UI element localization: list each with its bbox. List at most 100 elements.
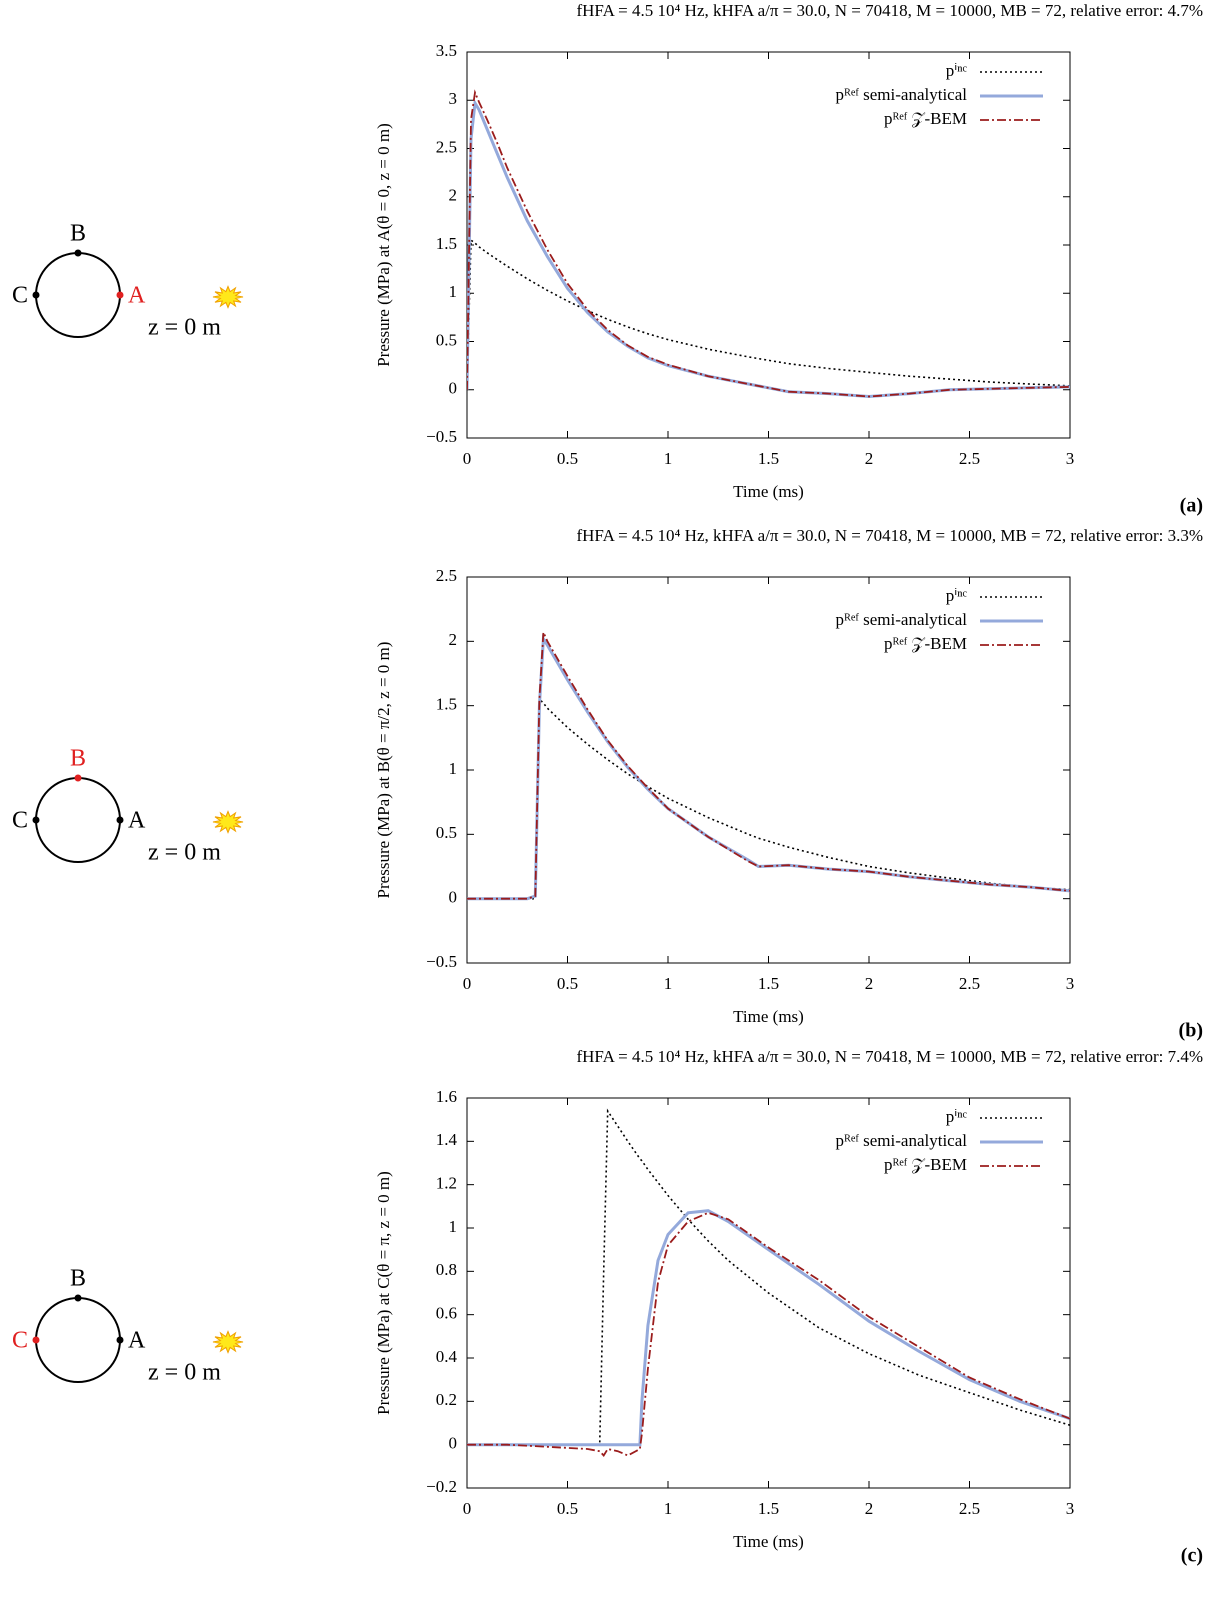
y-tick-label: 0.8 [436, 1260, 457, 1279]
x-axis-label: Time (ms) [733, 482, 804, 501]
y-tick-label: 3.5 [436, 41, 457, 60]
y-tick-label: 0 [449, 379, 458, 398]
probe-point [116, 291, 124, 299]
x-tick-label: 2 [865, 1499, 874, 1518]
x-tick-label: 2 [865, 974, 874, 993]
probe-label: B [70, 221, 86, 247]
probe-point [116, 816, 124, 824]
source-star [212, 810, 244, 834]
legend-label: pᴿᵉᶠ 𝒵-BEM [884, 634, 967, 653]
series-line [467, 697, 1070, 900]
y-tick-label: 1.4 [436, 1130, 458, 1149]
probe-point [74, 774, 82, 782]
y-tick-label: 1 [449, 1217, 458, 1236]
y-tick-label: 0.6 [436, 1304, 457, 1323]
legend-label: pᴿᵉᶠ semi-analytical [836, 85, 968, 104]
y-tick-label: 0.5 [436, 823, 457, 842]
x-tick-label: 0 [463, 1499, 472, 1518]
x-tick-label: 2.5 [959, 974, 980, 993]
probe-point [74, 1294, 82, 1302]
cylinder [35, 1297, 121, 1383]
cylinder [35, 777, 121, 863]
series-line [467, 98, 1070, 399]
series-line [467, 89, 1070, 398]
y-tick-label: 1.6 [436, 1087, 457, 1106]
y-tick-label: 3 [449, 89, 458, 108]
probe-point [32, 1336, 40, 1344]
x-axis-label: Time (ms) [733, 1007, 804, 1026]
legend-label: pᴿᵉᶠ semi-analytical [836, 1131, 968, 1150]
panel-label: (c) [1181, 1545, 1203, 1567]
x-tick-label: 0 [463, 974, 472, 993]
legend-label: pⁱⁿᶜ [946, 586, 968, 605]
y-tick-label: 1 [449, 282, 458, 301]
source-star [212, 1330, 244, 1354]
series-line [467, 1211, 1070, 1457]
probe-point [74, 249, 82, 257]
x-tick-label: 2 [865, 449, 874, 468]
y-tick-label: 0.5 [436, 330, 457, 349]
y-axis-label: Pressure (MPa) at A(θ = 0, z = 0 m) [374, 123, 393, 367]
y-tick-label: 1.2 [436, 1174, 457, 1193]
probe-label: B [70, 746, 86, 772]
probe-label: A [128, 1328, 146, 1354]
series-line [467, 238, 1070, 390]
x-tick-label: 0.5 [557, 974, 578, 993]
x-tick-label: 1.5 [758, 1499, 779, 1518]
y-tick-label: −0.5 [426, 952, 457, 971]
depth-label: z = 0 m [148, 315, 221, 341]
probe-point [32, 816, 40, 824]
panel-label: (a) [1180, 495, 1203, 517]
y-tick-label: 0 [449, 1434, 458, 1453]
series-line [467, 631, 1070, 900]
legend-label: pᴿᵉᶠ semi-analytical [836, 610, 968, 629]
y-tick-label: 1.5 [436, 695, 457, 714]
x-tick-label: 0.5 [557, 1499, 578, 1518]
probe-label: B [70, 1266, 86, 1292]
series-line [467, 1209, 1070, 1447]
x-tick-label: 2.5 [959, 449, 980, 468]
x-tick-label: 0.5 [557, 449, 578, 468]
x-tick-label: 1.5 [758, 449, 779, 468]
source-star [212, 285, 244, 309]
probe-label: C [12, 283, 28, 309]
y-tick-label: 0 [449, 888, 458, 907]
y-tick-label: 1.5 [436, 234, 457, 253]
x-tick-label: 3 [1066, 974, 1075, 993]
x-tick-label: 0 [463, 449, 472, 468]
x-tick-label: 1 [664, 449, 673, 468]
probe-point [116, 1336, 124, 1344]
panel-label: (b) [1179, 1020, 1203, 1042]
y-tick-label: 2.5 [436, 566, 457, 585]
plot-frame [466, 51, 1071, 439]
chart-title: fHFA = 4.5 10⁴ Hz, kHFA a/π = 30.0, N = … [576, 1, 1203, 20]
series-line [467, 634, 1070, 901]
legend-label: pⁱⁿᶜ [946, 61, 968, 80]
y-axis-label: Pressure (MPa) at C(θ = π, z = 0 m) [374, 1171, 393, 1415]
y-tick-label: 2.5 [436, 137, 457, 156]
legend-label: pⁱⁿᶜ [946, 1107, 968, 1126]
y-tick-label: 0.2 [436, 1390, 457, 1409]
x-tick-label: 1 [664, 974, 673, 993]
depth-label: z = 0 m [148, 1360, 221, 1386]
y-axis-label: Pressure (MPa) at B(θ = π/2, z = 0 m) [374, 642, 393, 899]
cylinder [35, 252, 121, 338]
x-axis-label: Time (ms) [733, 1532, 804, 1551]
x-tick-label: 1 [664, 1499, 673, 1518]
legend-label: pᴿᵉᶠ 𝒵-BEM [884, 109, 967, 128]
y-tick-label: −0.5 [426, 427, 457, 446]
depth-label: z = 0 m [148, 840, 221, 866]
x-tick-label: 3 [1066, 449, 1075, 468]
legend-label: pᴿᵉᶠ 𝒵-BEM [884, 1155, 967, 1174]
x-tick-label: 1.5 [758, 974, 779, 993]
y-tick-label: 2 [449, 630, 458, 649]
series-line [467, 1108, 1070, 1446]
y-tick-label: 0.4 [436, 1347, 458, 1366]
y-tick-label: 1 [449, 759, 458, 778]
x-tick-label: 2.5 [959, 1499, 980, 1518]
probe-label: A [128, 283, 146, 309]
y-tick-label: −0.2 [426, 1477, 457, 1496]
probe-label: C [12, 1328, 28, 1354]
chart-title: fHFA = 4.5 10⁴ Hz, kHFA a/π = 30.0, N = … [576, 526, 1203, 545]
